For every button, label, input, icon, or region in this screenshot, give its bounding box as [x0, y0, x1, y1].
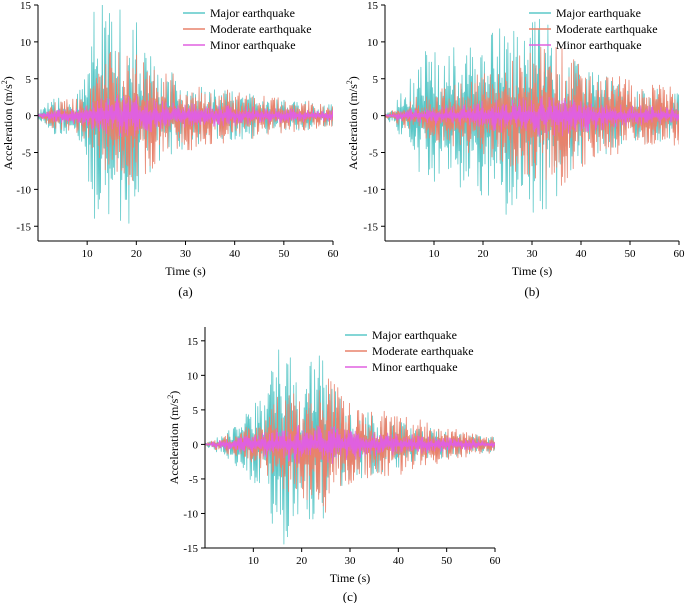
panel-label: (c) [343, 589, 357, 603]
legend-label-moderate: Moderate earthquake [556, 22, 658, 36]
y-tick-label: 0 [193, 439, 199, 451]
x-axis-title: Time (s) [512, 264, 553, 278]
y-tick-label: -5 [369, 148, 379, 160]
chart-panel-c: -15 -10 -5 0 5 10 15 10 20 30 40 50 60 Time (s) Accele… [166, 327, 501, 603]
series-line-minor [385, 95, 679, 137]
x-tick-label: 30 [345, 555, 357, 567]
y-tick-label: 5 [193, 405, 199, 417]
y-tick-label: -15 [183, 543, 198, 555]
y-tick-label: 10 [367, 37, 379, 49]
x-tick-label: 10 [248, 555, 260, 567]
panel-label: (b) [524, 284, 539, 299]
x-tick-label: 10 [429, 248, 441, 260]
legend-label-major: Major earthquake [556, 6, 641, 20]
x-tick-label: 50 [625, 248, 637, 260]
y-tick-label: -10 [363, 184, 378, 196]
x-tick-label: 20 [131, 248, 143, 260]
legend-label-major: Major earthquake [372, 328, 457, 342]
legend-label-minor: Minor earthquake [210, 38, 296, 52]
y-tick-label: -15 [363, 221, 378, 233]
series-line-minor [38, 94, 333, 138]
y-tick-label: 15 [367, 0, 379, 12]
y-tick-label: 5 [26, 74, 32, 86]
x-tick-label: 50 [278, 248, 290, 260]
x-tick-label: 40 [576, 248, 588, 260]
legend-label-minor: Minor earthquake [556, 38, 642, 52]
x-tick-label: 20 [296, 555, 308, 567]
x-tick-label: 40 [393, 555, 405, 567]
y-tick-label: -15 [16, 221, 31, 233]
y-tick-label: 0 [26, 111, 32, 123]
y-tick-label: -5 [189, 474, 199, 486]
legend-label-major: Major earthquake [210, 6, 295, 20]
x-tick-label: 60 [674, 248, 685, 260]
y-tick-label: 5 [373, 74, 379, 86]
chart-panel-a: -15 -10 -5 0 5 10 15 10 20 30 40 50 60 Time (s) Accele… [0, 0, 339, 299]
x-tick-label: 20 [478, 248, 490, 260]
x-axis-title: Time (s) [165, 264, 206, 278]
y-tick-label: -10 [183, 508, 198, 520]
y-tick-label: 15 [20, 0, 32, 12]
series-line-minor [205, 424, 495, 465]
y-axis-title: Acceleration (m/s2) [345, 76, 360, 170]
y-tick-label: 10 [187, 370, 199, 382]
x-tick-label: 60 [490, 555, 502, 567]
x-tick-label: 30 [180, 248, 192, 260]
y-tick-label: 10 [20, 37, 32, 49]
panel-label: (a) [178, 284, 192, 299]
chart-panel-b: -15 -10 -5 0 5 10 15 10 20 30 40 50 60 Time (s) Accele… [345, 0, 685, 299]
y-axis-title: Acceleration (m/s2) [0, 76, 15, 170]
legend-label-minor: Minor earthquake [372, 360, 458, 374]
y-tick-label: -5 [22, 148, 32, 160]
y-tick-label: 0 [373, 111, 379, 123]
legend-label-moderate: Moderate earthquake [210, 22, 312, 36]
x-tick-label: 60 [328, 248, 340, 260]
y-tick-label: -10 [16, 184, 31, 196]
y-axis-title: Acceleration (m/s2) [166, 391, 181, 485]
x-tick-label: 10 [82, 248, 94, 260]
x-tick-label: 30 [527, 248, 539, 260]
x-axis-title: Time (s) [330, 571, 371, 585]
y-tick-label: 15 [187, 336, 199, 348]
x-tick-label: 40 [229, 248, 241, 260]
x-tick-label: 50 [441, 555, 453, 567]
legend-label-moderate: Moderate earthquake [372, 344, 474, 358]
